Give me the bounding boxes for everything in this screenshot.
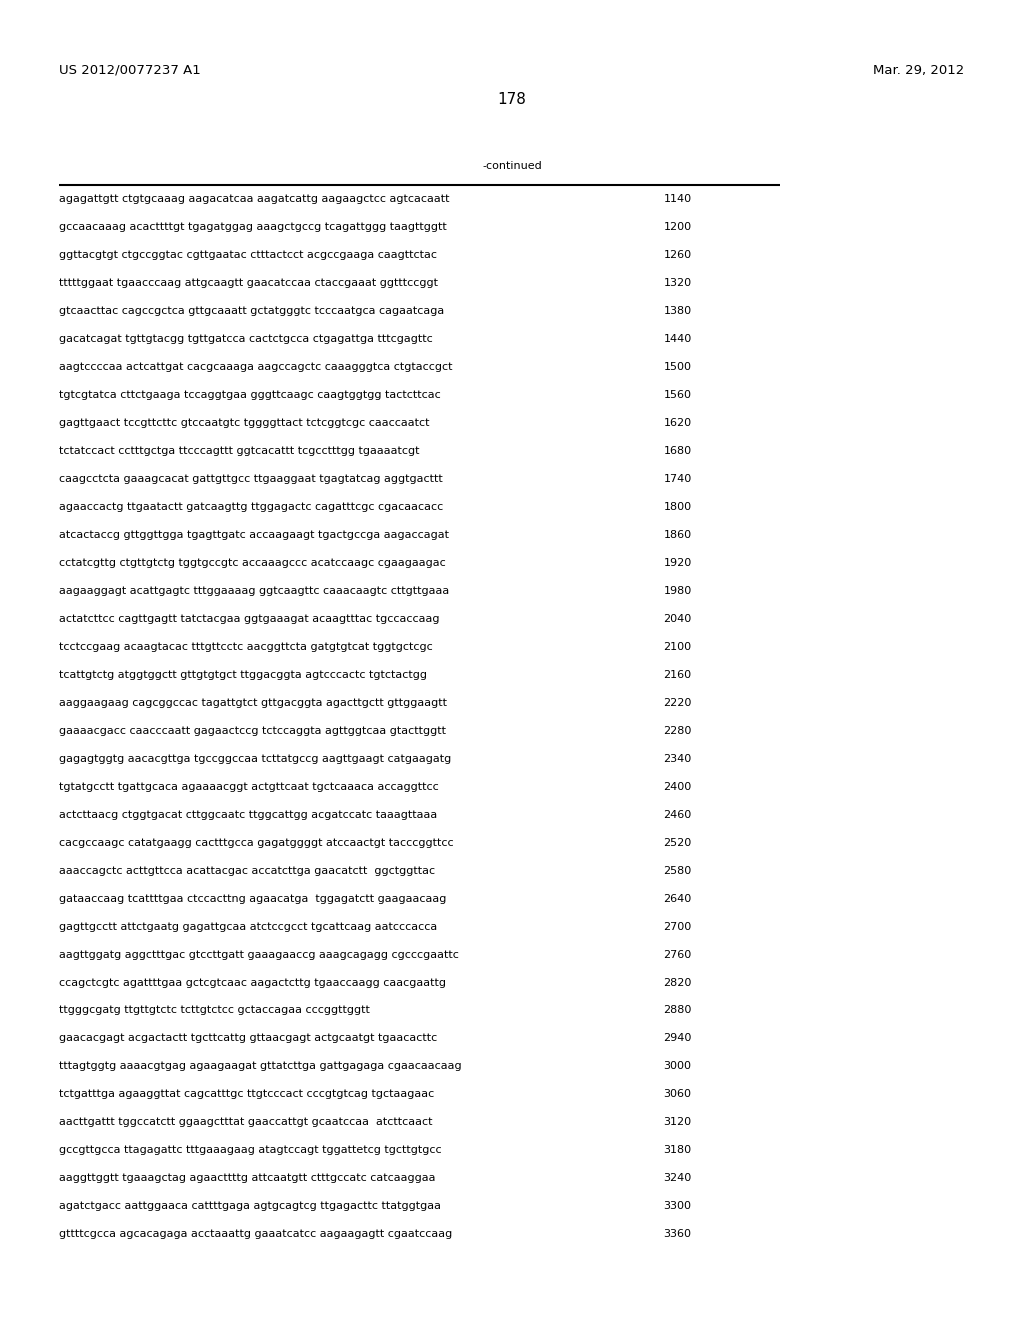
Text: gccgttgcca ttagagattc tttgaaagaag atagtccagt tggattetcg tgcttgtgcc: gccgttgcca ttagagattc tttgaaagaag atagtc… <box>59 1146 442 1155</box>
Text: ggttacgtgt ctgccggtac cgttgaatac ctttactcct acgccgaaga caagttctac: ggttacgtgt ctgccggtac cgttgaatac ctttact… <box>59 249 437 260</box>
Text: 2640: 2640 <box>664 894 692 904</box>
Text: cacgccaagc catatgaagg cactttgcca gagatggggt atccaactgt tacccggttcc: cacgccaagc catatgaagg cactttgcca gagatgg… <box>59 838 454 847</box>
Text: 2160: 2160 <box>664 669 691 680</box>
Text: 2100: 2100 <box>664 642 691 652</box>
Text: gaaaacgacc caacccaatt gagaactccg tctccaggta agttggtcaa gtacttggtt: gaaaacgacc caacccaatt gagaactccg tctccag… <box>59 726 446 735</box>
Text: tcctccgaag acaagtacac tttgttcctc aacggttcta gatgtgtcat tggtgctcgc: tcctccgaag acaagtacac tttgttcctc aacggtt… <box>59 642 433 652</box>
Text: agagattgtt ctgtgcaaag aagacatcaa aagatcattg aagaagctcc agtcacaatt: agagattgtt ctgtgcaaag aagacatcaa aagatca… <box>59 194 450 205</box>
Text: caagcctcta gaaagcacat gattgttgcc ttgaaggaat tgagtatcag aggtgacttt: caagcctcta gaaagcacat gattgttgcc ttgaagg… <box>59 474 443 484</box>
Text: 2040: 2040 <box>664 614 692 624</box>
Text: actcttaacg ctggtgacat cttggcaatc ttggcattgg acgatccatc taaagttaaa: actcttaacg ctggtgacat cttggcaatc ttggcat… <box>59 809 437 820</box>
Text: 1140: 1140 <box>664 194 691 205</box>
Text: 2760: 2760 <box>664 949 692 960</box>
Text: 2340: 2340 <box>664 754 692 764</box>
Text: 2820: 2820 <box>664 978 692 987</box>
Text: aaggaagaag cagcggccac tagattgtct gttgacggta agacttgctt gttggaagtt: aaggaagaag cagcggccac tagattgtct gttgacg… <box>59 698 447 708</box>
Text: 178: 178 <box>498 92 526 107</box>
Text: aagttggatg aggctttgac gtccttgatt gaaagaaccg aaagcagagg cgcccgaattc: aagttggatg aggctttgac gtccttgatt gaaagaa… <box>59 949 460 960</box>
Text: gtcaacttac cagccgctca gttgcaaatt gctatgggtc tcccaatgca cagaatcaga: gtcaacttac cagccgctca gttgcaaatt gctatgg… <box>59 306 444 315</box>
Text: tctgatttga agaaggttat cagcatttgc ttgtcccact cccgtgtcag tgctaagaac: tctgatttga agaaggttat cagcatttgc ttgtccc… <box>59 1089 434 1100</box>
Text: gacatcagat tgttgtacgg tgttgatcca cactctgcca ctgagattga tttcgagttc: gacatcagat tgttgtacgg tgttgatcca cactctg… <box>59 334 433 345</box>
Text: Mar. 29, 2012: Mar. 29, 2012 <box>873 63 965 77</box>
Text: 2400: 2400 <box>664 781 692 792</box>
Text: -continued: -continued <box>482 161 542 172</box>
Text: ttgggcgatg ttgttgtctc tcttgtctcc gctaccagaa cccggttggtt: ttgggcgatg ttgttgtctc tcttgtctcc gctacca… <box>59 1006 371 1015</box>
Text: aagtccccaa actcattgat cacgcaaaga aagccagctc caaagggtca ctgtaccgct: aagtccccaa actcattgat cacgcaaaga aagccag… <box>59 362 453 372</box>
Text: 3300: 3300 <box>664 1201 691 1212</box>
Text: 1980: 1980 <box>664 586 692 595</box>
Text: 2700: 2700 <box>664 921 692 932</box>
Text: 3180: 3180 <box>664 1146 691 1155</box>
Text: tcattgtctg atggtggctt gttgtgtgct ttggacggta agtcccactc tgtctactgg: tcattgtctg atggtggctt gttgtgtgct ttggacg… <box>59 669 427 680</box>
Text: gagttgaact tccgttcttc gtccaatgtc tggggttact tctcggtcgc caaccaatct: gagttgaact tccgttcttc gtccaatgtc tggggtt… <box>59 418 430 428</box>
Text: 2580: 2580 <box>664 866 692 875</box>
Text: 1440: 1440 <box>664 334 692 345</box>
Text: tgtatgcctt tgattgcaca agaaaacggt actgttcaat tgctcaaaca accaggttcc: tgtatgcctt tgattgcaca agaaaacggt actgttc… <box>59 781 439 792</box>
Text: 2520: 2520 <box>664 838 692 847</box>
Text: 3240: 3240 <box>664 1173 692 1184</box>
Text: ccagctcgtc agattttgaa gctcgtcaac aagactcttg tgaaccaagg caacgaattg: ccagctcgtc agattttgaa gctcgtcaac aagactc… <box>59 978 446 987</box>
Text: gttttcgcca agcacagaga acctaaattg gaaatcatcc aagaagagtt cgaatccaag: gttttcgcca agcacagaga acctaaattg gaaatca… <box>59 1229 453 1239</box>
Text: 1860: 1860 <box>664 529 691 540</box>
Text: 1800: 1800 <box>664 502 691 512</box>
Text: 3000: 3000 <box>664 1061 691 1072</box>
Text: aaaccagctc acttgttcca acattacgac accatcttga gaacatctt  ggctggttac: aaaccagctc acttgttcca acattacgac accatct… <box>59 866 435 875</box>
Text: tttagtggtg aaaacgtgag agaagaagat gttatcttga gattgagaga cgaacaacaag: tttagtggtg aaaacgtgag agaagaagat gttatct… <box>59 1061 462 1072</box>
Text: gaacacgagt acgactactt tgcttcattg gttaacgagt actgcaatgt tgaacacttc: gaacacgagt acgactactt tgcttcattg gttaacg… <box>59 1034 437 1044</box>
Text: tttttggaat tgaacccaag attgcaagtt gaacatccaa ctaccgaaat ggtttccggt: tttttggaat tgaacccaag attgcaagtt gaacatc… <box>59 279 438 288</box>
Text: gagttgcctt attctgaatg gagattgcaa atctccgcct tgcattcaag aatcccacca: gagttgcctt attctgaatg gagattgcaa atctccg… <box>59 921 437 932</box>
Text: actatcttcc cagttgagtt tatctacgaa ggtgaaagat acaagtttac tgccaccaag: actatcttcc cagttgagtt tatctacgaa ggtgaaa… <box>59 614 440 624</box>
Text: 2220: 2220 <box>664 698 692 708</box>
Text: 3360: 3360 <box>664 1229 691 1239</box>
Text: tctatccact cctttgctga ttcccagttt ggtcacattt tcgcctttgg tgaaaatcgt: tctatccact cctttgctga ttcccagttt ggtcaca… <box>59 446 420 455</box>
Text: 2280: 2280 <box>664 726 692 735</box>
Text: 2880: 2880 <box>664 1006 692 1015</box>
Text: gccaacaaag acacttttgt tgagatggag aaagctgccg tcagattggg taagttggtt: gccaacaaag acacttttgt tgagatggag aaagctg… <box>59 222 447 232</box>
Text: 1380: 1380 <box>664 306 691 315</box>
Text: 1620: 1620 <box>664 418 691 428</box>
Text: 1260: 1260 <box>664 249 691 260</box>
Text: agatctgacc aattggaaca cattttgaga agtgcagtcg ttgagacttc ttatggtgaa: agatctgacc aattggaaca cattttgaga agtgcag… <box>59 1201 441 1212</box>
Text: gataaccaag tcattttgaa ctccacttng agaacatga  tggagatctt gaagaacaag: gataaccaag tcattttgaa ctccacttng agaacat… <box>59 894 446 904</box>
Text: aaggttggtt tgaaagctag agaacttttg attcaatgtt ctttgccatc catcaaggaa: aaggttggtt tgaaagctag agaacttttg attcaat… <box>59 1173 436 1184</box>
Text: agaaccactg ttgaatactt gatcaagttg ttggagactc cagatttcgc cgacaacacc: agaaccactg ttgaatactt gatcaagttg ttggaga… <box>59 502 443 512</box>
Text: 1680: 1680 <box>664 446 691 455</box>
Text: 1740: 1740 <box>664 474 692 484</box>
Text: aacttgattt tggccatctt ggaagctttat gaaccattgt gcaatccaa  atcttcaact: aacttgattt tggccatctt ggaagctttat gaacca… <box>59 1118 433 1127</box>
Text: 3120: 3120 <box>664 1118 691 1127</box>
Text: 1320: 1320 <box>664 279 691 288</box>
Text: aagaaggagt acattgagtc tttggaaaag ggtcaagttc caaacaagtc cttgttgaaa: aagaaggagt acattgagtc tttggaaaag ggtcaag… <box>59 586 450 595</box>
Text: 1920: 1920 <box>664 558 692 568</box>
Text: 2940: 2940 <box>664 1034 692 1044</box>
Text: 2460: 2460 <box>664 809 692 820</box>
Text: 1500: 1500 <box>664 362 691 372</box>
Text: cctatcgttg ctgttgtctg tggtgccgtc accaaagccc acatccaagc cgaagaagac: cctatcgttg ctgttgtctg tggtgccgtc accaaag… <box>59 558 446 568</box>
Text: 1560: 1560 <box>664 389 691 400</box>
Text: gagagtggtg aacacgttga tgccggccaa tcttatgccg aagttgaagt catgaagatg: gagagtggtg aacacgttga tgccggccaa tcttatg… <box>59 754 452 764</box>
Text: 1200: 1200 <box>664 222 691 232</box>
Text: 3060: 3060 <box>664 1089 691 1100</box>
Text: atcactaccg gttggttgga tgagttgatc accaagaagt tgactgccga aagaccagat: atcactaccg gttggttgga tgagttgatc accaaga… <box>59 529 450 540</box>
Text: tgtcgtatca cttctgaaga tccaggtgaa gggttcaagc caagtggtgg tactcttcac: tgtcgtatca cttctgaaga tccaggtgaa gggttca… <box>59 389 441 400</box>
Text: US 2012/0077237 A1: US 2012/0077237 A1 <box>59 63 201 77</box>
